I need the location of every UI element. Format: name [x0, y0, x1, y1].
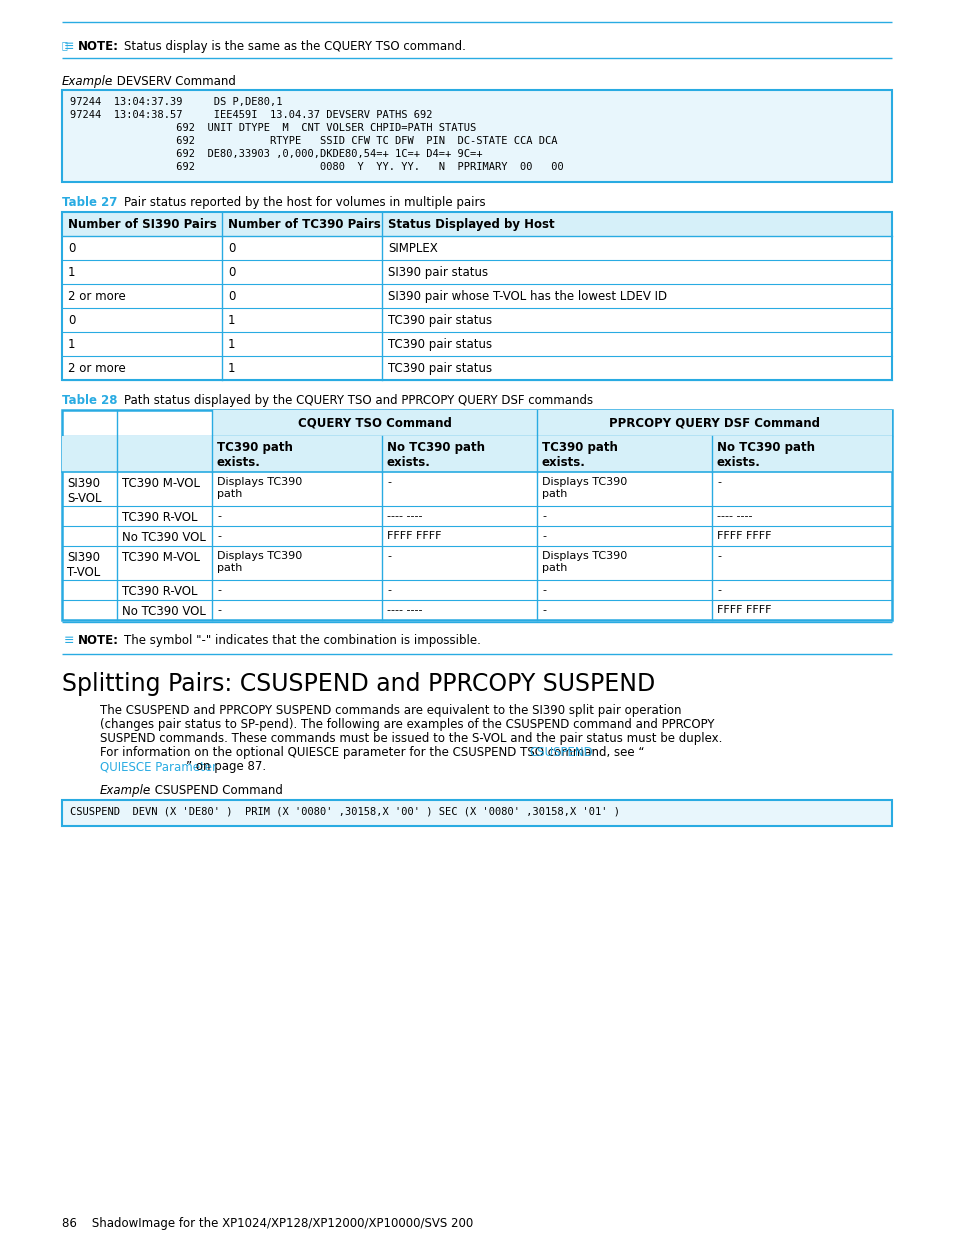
Text: ---- ----: ---- ----: [717, 511, 752, 521]
Text: 0: 0: [68, 242, 75, 254]
Text: SUSPEND commands. These commands must be issued to the S-VOL and the pair status: SUSPEND commands. These commands must be…: [100, 732, 721, 745]
Bar: [62, 800, 891, 826]
Text: 0: 0: [228, 266, 235, 279]
Text: -: -: [387, 477, 391, 487]
Text: -: -: [541, 511, 545, 521]
Text: No TC390 path
exists.: No TC390 path exists.: [387, 441, 484, 469]
Text: Splitting Pairs: CSUSPEND and PPRCOPY SUSPEND: Splitting Pairs: CSUSPEND and PPRCOPY SU…: [62, 672, 655, 697]
Text: 97244  13:04:38.57     IEE459I  13.04.37 DEVSERV PATHS 692: 97244 13:04:38.57 IEE459I 13.04.37 DEVSE…: [70, 110, 432, 120]
Text: Displays TC390
path: Displays TC390 path: [216, 551, 302, 573]
Text: QUIESCE Parameter: QUIESCE Parameter: [100, 760, 216, 773]
Text: -: -: [216, 511, 221, 521]
Text: SI390
S-VOL: SI390 S-VOL: [67, 477, 101, 505]
Text: FFFF FFFF: FFFF FFFF: [717, 531, 771, 541]
Text: 86    ShadowImage for the XP1024/XP128/XP12000/XP10000/SVS 200: 86 ShadowImage for the XP1024/XP128/XP12…: [62, 1216, 473, 1230]
Text: -: -: [387, 551, 391, 561]
Text: PPRCOPY QUERY DSF Command: PPRCOPY QUERY DSF Command: [608, 416, 820, 429]
Text: : CSUSPEND Command: : CSUSPEND Command: [147, 784, 283, 797]
Text: 1: 1: [228, 314, 235, 327]
Text: Displays TC390
path: Displays TC390 path: [541, 551, 626, 573]
Text: Pair status reported by the host for volumes in multiple pairs: Pair status reported by the host for vol…: [124, 196, 485, 209]
Text: Path status displayed by the CQUERY TSO and PPRCOPY QUERY DSF commands: Path status displayed by the CQUERY TSO …: [124, 394, 593, 408]
Text: -: -: [216, 531, 221, 541]
Text: 1: 1: [68, 338, 75, 351]
Text: Table 27: Table 27: [62, 196, 117, 209]
Text: Number of SI390 Pairs: Number of SI390 Pairs: [68, 219, 216, 231]
Text: -: -: [216, 605, 221, 615]
Text: SI390
T-VOL: SI390 T-VOL: [67, 551, 100, 579]
Text: 0: 0: [68, 314, 75, 327]
Text: -: -: [717, 551, 720, 561]
Text: -: -: [717, 477, 720, 487]
Text: -: -: [541, 531, 545, 541]
Text: 2 or more: 2 or more: [68, 362, 126, 375]
Text: TC390 pair status: TC390 pair status: [388, 314, 492, 327]
Text: NOTE:: NOTE:: [78, 634, 119, 647]
Text: TC390 path
exists.: TC390 path exists.: [216, 441, 293, 469]
Text: NOTE:: NOTE:: [78, 40, 119, 53]
Text: TC390 path
exists.: TC390 path exists.: [541, 441, 618, 469]
Text: TC390 pair status: TC390 pair status: [388, 362, 492, 375]
Text: ≡: ≡: [64, 634, 74, 647]
Text: TC390 R-VOL: TC390 R-VOL: [122, 511, 197, 524]
Text: No TC390 VOL: No TC390 VOL: [122, 531, 206, 543]
Text: ---- ----: ---- ----: [387, 605, 422, 615]
Text: -: -: [541, 585, 545, 595]
Text: Number of TC390 Pairs: Number of TC390 Pairs: [228, 219, 380, 231]
Text: TC390 M-VOL: TC390 M-VOL: [122, 477, 200, 490]
Text: ---- ----: ---- ----: [387, 511, 422, 521]
Text: 1: 1: [228, 338, 235, 351]
Bar: [62, 212, 891, 380]
Text: : DEVSERV Command: : DEVSERV Command: [109, 75, 235, 88]
Text: Example: Example: [62, 75, 113, 88]
Text: ≡: ≡: [64, 40, 74, 53]
Text: -: -: [717, 585, 720, 595]
Text: 0: 0: [228, 290, 235, 303]
Text: CSUSPEND  DEVN (X 'DE80' )  PRIM (X '0080' ,30158,X '00' ) SEC (X '0080' ,30158,: CSUSPEND DEVN (X 'DE80' ) PRIM (X '0080'…: [70, 806, 619, 818]
Bar: [62, 90, 891, 182]
Bar: [62, 436, 891, 472]
Bar: [62, 410, 891, 620]
Text: Displays TC390
path: Displays TC390 path: [541, 477, 626, 499]
Text: 692  DE80,33903 ,0,000,DKDE80,54=+ 1C=+ D4=+ 9C=+: 692 DE80,33903 ,0,000,DKDE80,54=+ 1C=+ D…: [70, 149, 482, 159]
Text: FFFF FFFF: FFFF FFFF: [717, 605, 771, 615]
Text: TC390 pair status: TC390 pair status: [388, 338, 492, 351]
Text: 692            RTYPE   SSID CFW TC DFW  PIN  DC-STATE CCA DCA: 692 RTYPE SSID CFW TC DFW PIN DC-STATE C…: [70, 136, 557, 146]
Text: 📋: 📋: [62, 40, 68, 49]
Text: Example: Example: [100, 784, 151, 797]
Text: TC390 R-VOL: TC390 R-VOL: [122, 585, 197, 598]
Text: CSUSPEND: CSUSPEND: [529, 746, 593, 760]
Text: The CSUSPEND and PPRCOPY SUSPEND commands are equivalent to the SI390 split pair: The CSUSPEND and PPRCOPY SUSPEND command…: [100, 704, 680, 718]
Text: SI390 pair whose T-VOL has the lowest LDEV ID: SI390 pair whose T-VOL has the lowest LD…: [388, 290, 666, 303]
Text: For information on the optional QUIESCE parameter for the CSUSPEND TSO command, : For information on the optional QUIESCE …: [100, 746, 644, 760]
Text: ” on page 87.: ” on page 87.: [186, 760, 266, 773]
Bar: [212, 410, 891, 436]
Text: The symbol "-" indicates that the combination is impossible.: The symbol "-" indicates that the combin…: [124, 634, 480, 647]
Text: Status display is the same as the CQUERY TSO command.: Status display is the same as the CQUERY…: [124, 40, 465, 53]
Text: No TC390 path
exists.: No TC390 path exists.: [717, 441, 814, 469]
Text: 1: 1: [228, 362, 235, 375]
Text: 692  UNIT DTYPE  M  CNT VOLSER CHPID=PATH STATUS: 692 UNIT DTYPE M CNT VOLSER CHPID=PATH S…: [70, 124, 476, 133]
Text: FFFF FFFF: FFFF FFFF: [387, 531, 441, 541]
Text: CQUERY TSO Command: CQUERY TSO Command: [297, 416, 451, 429]
Text: SIMPLEX: SIMPLEX: [388, 242, 437, 254]
Text: Table 28: Table 28: [62, 394, 117, 408]
Text: 97244  13:04:37.39     DS P,DE80,1: 97244 13:04:37.39 DS P,DE80,1: [70, 98, 282, 107]
Text: No TC390 VOL: No TC390 VOL: [122, 605, 206, 618]
Text: Status Displayed by Host: Status Displayed by Host: [388, 219, 554, 231]
Text: -: -: [541, 605, 545, 615]
Text: Displays TC390
path: Displays TC390 path: [216, 477, 302, 499]
Text: 1: 1: [68, 266, 75, 279]
Text: 692                    0080  Y  YY. YY.   N  PPRIMARY  00   00: 692 0080 Y YY. YY. N PPRIMARY 00 00: [70, 162, 563, 172]
Text: -: -: [387, 585, 391, 595]
Bar: [62, 212, 891, 236]
Text: TC390 M-VOL: TC390 M-VOL: [122, 551, 200, 564]
Text: -: -: [216, 585, 221, 595]
Text: 2 or more: 2 or more: [68, 290, 126, 303]
Text: 0: 0: [228, 242, 235, 254]
Text: SI390 pair status: SI390 pair status: [388, 266, 488, 279]
Text: (changes pair status to SP-pend). The following are examples of the CSUSPEND com: (changes pair status to SP-pend). The fo…: [100, 718, 714, 731]
